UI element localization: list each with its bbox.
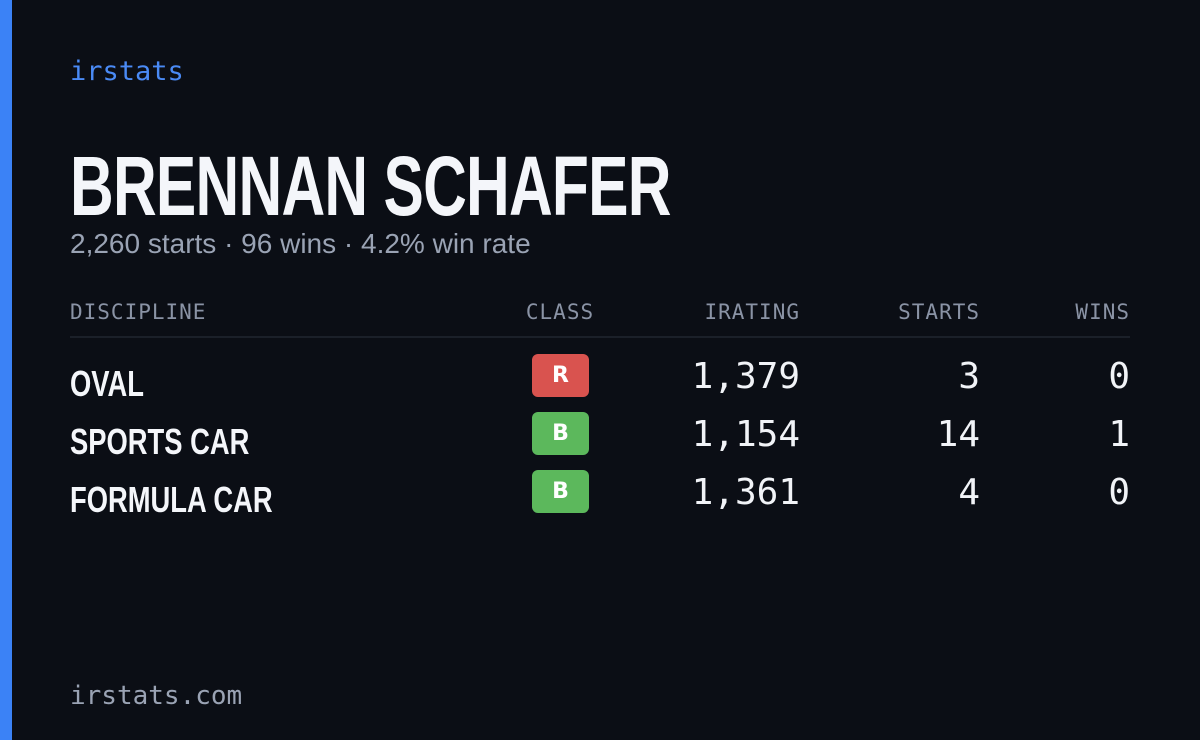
discipline: SPORTS CAR [70, 421, 250, 462]
discipline: OVAL [70, 363, 144, 404]
brand: irstats [70, 56, 184, 87]
column-header: CLASS [525, 300, 595, 324]
starts: 4 [958, 472, 980, 513]
class-badge: B [532, 412, 589, 455]
starts: 14 [936, 414, 980, 455]
column-header: WINS [1075, 300, 1130, 324]
column-header: DISCIPLINE [70, 300, 207, 324]
driver-name: BRENNAN SCHAFER [70, 139, 671, 233]
divider [70, 336, 1130, 338]
irating: 1,154 [691, 414, 800, 455]
discipline: FORMULA CAR [70, 479, 273, 520]
starts: 3 [958, 356, 980, 397]
column-header: STARTS [898, 300, 980, 324]
driver-summary: 2,260 starts · 96 wins · 4.2% win rate [70, 228, 531, 259]
irating: 1,361 [691, 472, 800, 513]
footer: irstats.com [70, 681, 243, 711]
class-badge: R [532, 354, 589, 397]
class-badge: B [532, 470, 589, 513]
wins: 1 [1108, 414, 1130, 455]
irating: 1,379 [691, 356, 800, 397]
wins: 0 [1108, 356, 1130, 397]
accent-bar [0, 0, 12, 740]
wins: 0 [1108, 472, 1130, 513]
column-header: IRATING [704, 300, 800, 324]
